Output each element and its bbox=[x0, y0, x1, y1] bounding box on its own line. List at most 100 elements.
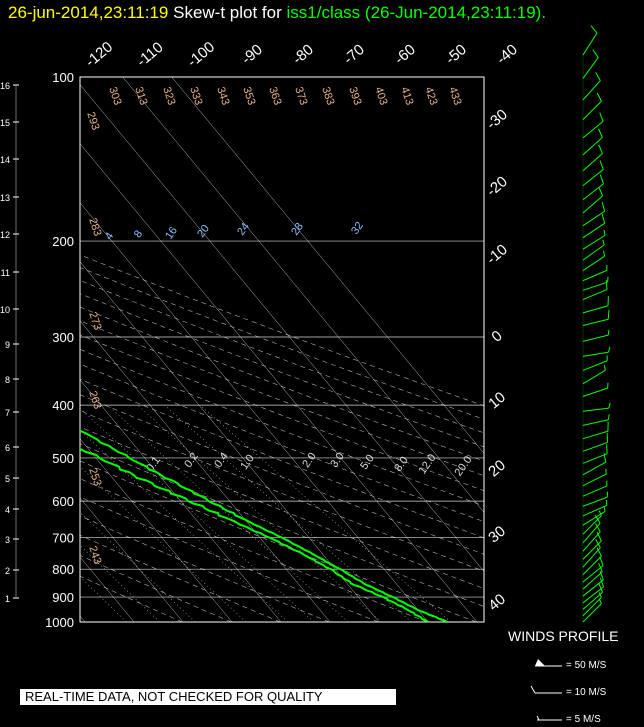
wind-barb-staff bbox=[582, 281, 608, 291]
mixing-ratio-label: 4 bbox=[103, 230, 116, 242]
right-temperature-label: 40 bbox=[485, 591, 509, 615]
dry-adiabat-label: 373 bbox=[292, 85, 309, 106]
dry-adiabat-line bbox=[80, 334, 484, 492]
wind-barb-staff bbox=[582, 269, 608, 282]
height-tick-label: 5 bbox=[5, 474, 10, 484]
dry-adiabat-line bbox=[80, 555, 232, 622]
top-temperature-label: -50 bbox=[442, 41, 470, 68]
height-tick-label: 13 bbox=[0, 193, 10, 203]
top-temperature-label: -110 bbox=[134, 39, 167, 71]
wind-barb-staff bbox=[582, 461, 606, 476]
right-temperature-label: -20 bbox=[483, 173, 511, 200]
axis-labels: 1002003004005006007008009001000123456789… bbox=[0, 38, 521, 630]
dry-adiabat-line bbox=[80, 378, 484, 539]
height-tick-label: 9 bbox=[5, 340, 10, 350]
wind-barb-staff bbox=[582, 485, 608, 497]
dry-adiabat-line bbox=[80, 478, 428, 622]
dry-adiabat-line bbox=[80, 293, 484, 448]
wind-barb-staff bbox=[582, 407, 609, 412]
dry-adiabat-label: 343 bbox=[214, 85, 231, 106]
wind-barb-half-flag bbox=[602, 239, 605, 246]
wind-barb-flag bbox=[599, 112, 604, 122]
dewpoint-profile-line bbox=[80, 447, 429, 622]
mixing-ratio-line bbox=[80, 429, 289, 622]
dry-adiabat-label: 353 bbox=[240, 85, 257, 106]
right-temperature-label: 30 bbox=[485, 523, 509, 547]
dry-adiabat-line bbox=[80, 534, 281, 622]
header-label: Skew-t plot for bbox=[173, 3, 282, 22]
dry-adiabat-line bbox=[80, 280, 484, 434]
wind-barb-flag bbox=[606, 444, 608, 454]
mixing-ratio-line bbox=[80, 466, 247, 622]
top-temperature-label: -70 bbox=[340, 41, 368, 68]
wind-barb-half-flag bbox=[607, 329, 610, 336]
wind-barb-staff bbox=[582, 32, 598, 56]
top-temperature-label: -120 bbox=[82, 38, 116, 70]
height-tick-label: 15 bbox=[0, 118, 10, 128]
wind-barb-flag bbox=[595, 72, 601, 81]
wind-barb-staff bbox=[582, 511, 606, 526]
dry-adiabat-label: 403 bbox=[372, 85, 389, 106]
mixing-ratio-label: 24 bbox=[235, 221, 252, 238]
wind-barb-half-flag bbox=[598, 592, 602, 598]
wind-barb-staff bbox=[582, 318, 609, 327]
winds-profile bbox=[530, 25, 611, 721]
isotherm-line bbox=[80, 320, 331, 622]
chart-header: 26-jun-2014,23:11:19 Skew-t plot for iss… bbox=[8, 3, 546, 23]
mixing-ratio-line bbox=[137, 404, 382, 622]
mixing-ratio-label: 32 bbox=[349, 220, 366, 237]
wind-barb-flag bbox=[590, 25, 598, 34]
top-temperature-label: -60 bbox=[391, 41, 419, 68]
dry-adiabat-label: 383 bbox=[319, 85, 336, 106]
legend-label-50: = 50 M/S bbox=[566, 660, 607, 671]
isotherm-line bbox=[80, 261, 380, 622]
wind-barb-staff bbox=[582, 496, 608, 507]
wind-barb-half-flag bbox=[608, 346, 611, 353]
wind-barb-half-flag bbox=[598, 510, 602, 516]
pressure-tick-label: 800 bbox=[52, 562, 74, 577]
dry-adiabat-label: 273 bbox=[86, 310, 103, 331]
wind-barb-flag bbox=[596, 532, 602, 542]
wind-barb-flag bbox=[599, 174, 604, 184]
mixing-ratio-label: 8 bbox=[132, 228, 145, 240]
dry-adiabat-label: 413 bbox=[398, 85, 415, 106]
header-station: iss1/class (26-Jun-2014,23:11:19) bbox=[286, 3, 542, 22]
top-temperature-label: -80 bbox=[289, 41, 317, 68]
wind-barb-half-flag bbox=[603, 364, 606, 371]
wind-barb-flag bbox=[595, 523, 601, 532]
dry-adiabat-line bbox=[80, 515, 330, 622]
dry-adiabat-line bbox=[80, 267, 484, 420]
wind-barb-staff bbox=[582, 137, 603, 156]
winds-profile-title: WINDS PROFILE bbox=[508, 628, 619, 644]
right-temperature-label: 20 bbox=[485, 457, 509, 481]
mixing-ratio-line bbox=[199, 404, 452, 622]
pressure-tick-label: 900 bbox=[52, 590, 74, 605]
dry-adiabat-label: 253 bbox=[86, 466, 103, 487]
sounding-profiles bbox=[80, 429, 449, 622]
dry-adiabat-label: 243 bbox=[86, 544, 103, 565]
wind-barb-staff bbox=[582, 360, 608, 371]
wind-barb-staff bbox=[582, 244, 605, 261]
height-tick-label: 14 bbox=[0, 155, 10, 165]
wind-barb-staff bbox=[582, 153, 603, 172]
isotherm-line bbox=[80, 202, 429, 622]
wind-barb-staff bbox=[582, 195, 603, 214]
right-temperature-label: 10 bbox=[485, 389, 509, 413]
header-period: . bbox=[541, 3, 547, 22]
mixing-ratio-line bbox=[80, 511, 196, 622]
wind-barb-flag bbox=[598, 583, 604, 593]
dry-adiabat-label: 303 bbox=[106, 85, 123, 106]
mixing-ratio-lower-label: 0.2 bbox=[182, 451, 201, 470]
wind-barb-staff bbox=[582, 183, 604, 201]
isotherm-line bbox=[171, 77, 484, 454]
top-temperature-label: -40 bbox=[493, 41, 521, 68]
dry-adiabat-line bbox=[80, 426, 484, 589]
pressure-tick-label: 100 bbox=[52, 70, 74, 85]
wind-barb-staff bbox=[582, 222, 605, 239]
wind-barb-staff bbox=[582, 522, 601, 544]
wind-barb-staff bbox=[582, 430, 609, 440]
legend-label-10: = 10 M/S bbox=[566, 687, 607, 698]
wind-barb-staff bbox=[582, 121, 604, 139]
wind-barb-staff bbox=[582, 540, 602, 560]
wind-barb-staff bbox=[582, 547, 601, 568]
